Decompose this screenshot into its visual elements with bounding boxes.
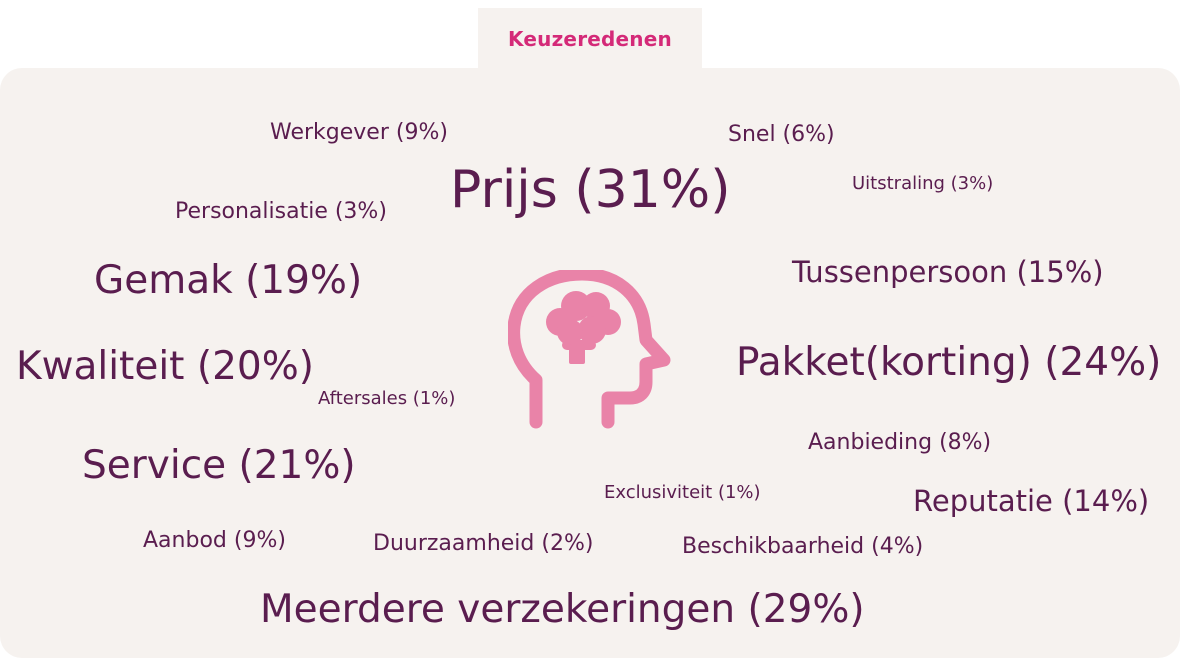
word-uitstraling: Uitstraling (3%) — [852, 173, 994, 194]
word-aanbieding: Aanbieding (8%) — [808, 430, 992, 455]
word-tussenpersoon: Tussenpersoon (15%) — [792, 255, 1104, 289]
word-beschikbaarheid: Beschikbaarheid (4%) — [682, 534, 924, 559]
word-service: Service (21%) — [82, 443, 356, 488]
wordcloud-panel — [0, 68, 1180, 658]
word-meerdere-verzekeringen: Meerdere verzekeringen (29%) — [260, 587, 865, 632]
word-kwaliteit: Kwaliteit (20%) — [16, 344, 314, 389]
word-duurzaamheid: Duurzaamheid (2%) — [373, 531, 594, 556]
tab-keuzeredenen[interactable]: Keuzeredenen — [478, 8, 702, 70]
head-brain-icon — [508, 270, 671, 429]
tab-label: Keuzeredenen — [508, 27, 672, 51]
word-pakketkorting: Pakket(korting) (24%) — [736, 340, 1162, 385]
word-snel: Snel (6%) — [728, 122, 835, 147]
word-aanbod: Aanbod (9%) — [143, 528, 286, 553]
word-prijs: Prijs (31%) — [450, 160, 731, 220]
word-werkgever: Werkgever (9%) — [270, 120, 448, 145]
word-personalisatie: Personalisatie (3%) — [175, 199, 387, 224]
word-aftersales: Aftersales (1%) — [318, 388, 456, 409]
word-reputatie: Reputatie (14%) — [913, 484, 1150, 518]
word-gemak: Gemak (19%) — [94, 258, 363, 303]
word-exclusiviteit: Exclusiviteit (1%) — [604, 482, 761, 503]
